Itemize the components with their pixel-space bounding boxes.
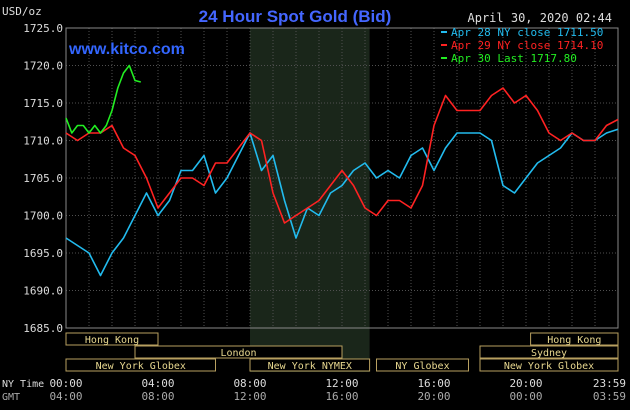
shaded-period [250,28,370,372]
session-label: Hong Kong [547,335,601,346]
gmt-label: GMT [2,392,20,403]
x-tick-label-ny: 12:00 [325,377,358,390]
session-bar [65,358,216,372]
y-tick-label: 1690.0 [23,285,63,298]
grid-layer [65,27,619,329]
y-tick-label: 1725.0 [23,22,63,35]
session-bar [249,358,371,372]
session-label: Hong Kong [85,335,139,346]
session-label: New York Globex [504,361,594,372]
y-tick-label: 1700.0 [23,210,63,223]
session-bar [134,345,343,359]
x-tick-label-gmt: 16:00 [325,390,358,403]
y-tick-labels: 1725.0 1720.0 1715.0 1710.0 1705.0 1700.0 1695… [23,22,63,335]
x-tick-label-ny: 08:00 [233,377,266,390]
session-bar [479,358,619,372]
x-tick-label-gmt: 03:59 [593,390,626,403]
y-tick-label: 1685.0 [23,322,63,335]
x-tick-label-gmt: 04:00 [49,390,82,403]
session-label: London [220,348,256,359]
session-label: Sydney [531,348,567,359]
website-label: www.kitco.com [68,41,185,58]
series-line-1 [65,87,619,224]
x-tick-labels: 00:0004:0004:0008:0008:0012:0012:0016:00… [49,377,626,403]
series-line-0 [65,128,619,277]
x-tick-label-ny: 16:00 [417,377,450,390]
y-unit-label: USD/oz [2,5,42,18]
legend-label: Apr 28 NY close 1711.50 [451,26,603,39]
session-bar [65,332,159,346]
ny-time-label: NY Time [2,379,44,390]
session-label: NY Globex [395,361,449,372]
x-tick-label-gmt: 08:00 [141,390,174,403]
x-tick-label-gmt: 00:00 [509,390,542,403]
session-bar [376,358,469,372]
legend-label: Apr 29 NY close 1714.10 [451,39,603,52]
session-label: New York NYMEX [268,361,352,372]
x-tick-label-ny: 04:00 [141,377,174,390]
x-tick-label-ny: 00:00 [49,377,82,390]
session-bars-layer: Hong Kong London New York Globex New York N… [65,332,619,372]
y-tick-label: 1705.0 [23,172,63,185]
shaded-period-layer [250,28,370,372]
x-tick-label-gmt: 12:00 [233,390,266,403]
y-tick-label: 1715.0 [23,97,63,110]
x-tick-label-ny: 20:00 [509,377,542,390]
y-tick-label: 1710.0 [23,135,63,148]
y-tick-label: 1720.0 [23,60,63,73]
x-tick-label-ny: 23:59 [593,377,626,390]
x-tick-label-gmt: 20:00 [417,390,450,403]
chart-title: 24 Hour Spot Gold (Bid) [199,7,392,26]
series-layer [65,64,619,277]
plot-frame [65,27,619,329]
legend-label: Apr 30 Last 1717.80 [451,52,577,65]
series-line-2 [65,64,142,134]
session-bar [479,345,619,359]
date-label: April 30, 2020 02:44 [468,11,613,25]
y-tick-label: 1695.0 [23,247,63,260]
session-label: New York Globex [96,361,186,372]
session-bar [530,332,619,346]
